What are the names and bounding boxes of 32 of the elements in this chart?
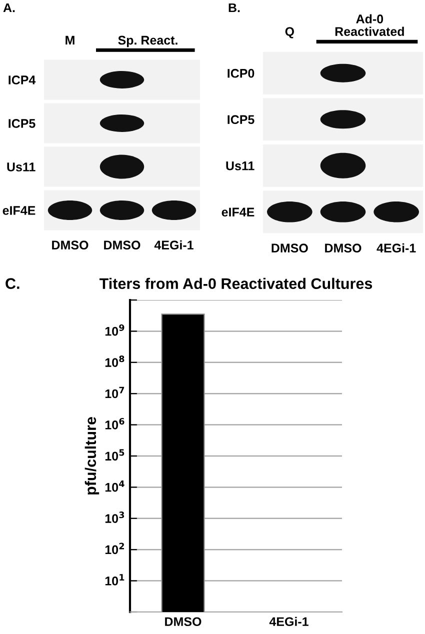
category-label: ICP0: [228, 68, 254, 78]
category-label: DMSO: [52, 240, 88, 250]
y-tick-label: 10$^{1}$: [105, 574, 124, 586]
text: Ad-0 Reactivated: [335, 14, 404, 36]
category-label: 4EGi-1: [154, 240, 194, 250]
category-label: DMSO: [325, 244, 362, 253]
text: Q: [285, 27, 294, 38]
y-tick-label: 10$^{2}$: [105, 542, 124, 554]
y-tick-label: 10$^{7}$: [105, 386, 124, 398]
text: B.: [228, 3, 240, 12]
y-tick-label: 10$^{8}$: [105, 356, 124, 367]
chart-title: Titers from Ad-0 Reactivated Cultures: [99, 278, 372, 290]
y-tick-label: 10$^{9}$: [105, 324, 124, 336]
text: A.: [3, 3, 15, 12]
category-label: 4EGi-1: [376, 243, 416, 253]
text: M: [66, 36, 74, 45]
category-label: ICP4: [8, 76, 36, 84]
category-label: Us11: [7, 162, 36, 172]
y-tick-label: 10$^{4}$: [105, 480, 124, 492]
text: C.: [6, 278, 20, 289]
y-tick-label: 10$^{3}$: [105, 512, 124, 523]
category-label: DMSO: [104, 240, 140, 250]
y-axis-title: pfu/culture: [84, 417, 100, 494]
category-label: eIF4E: [2, 206, 36, 215]
text: Sp. React.: [118, 36, 178, 48]
y-tick-label: 10$^{6}$: [105, 418, 124, 430]
category-label: ICP5: [8, 119, 36, 128]
category-label: DMSO: [272, 244, 308, 253]
y-tick-label: 10$^{5}$: [105, 449, 124, 461]
category-label: ICP5: [228, 115, 254, 124]
category-label: eIF4E: [222, 208, 254, 217]
category-label: Us11: [226, 162, 254, 170]
